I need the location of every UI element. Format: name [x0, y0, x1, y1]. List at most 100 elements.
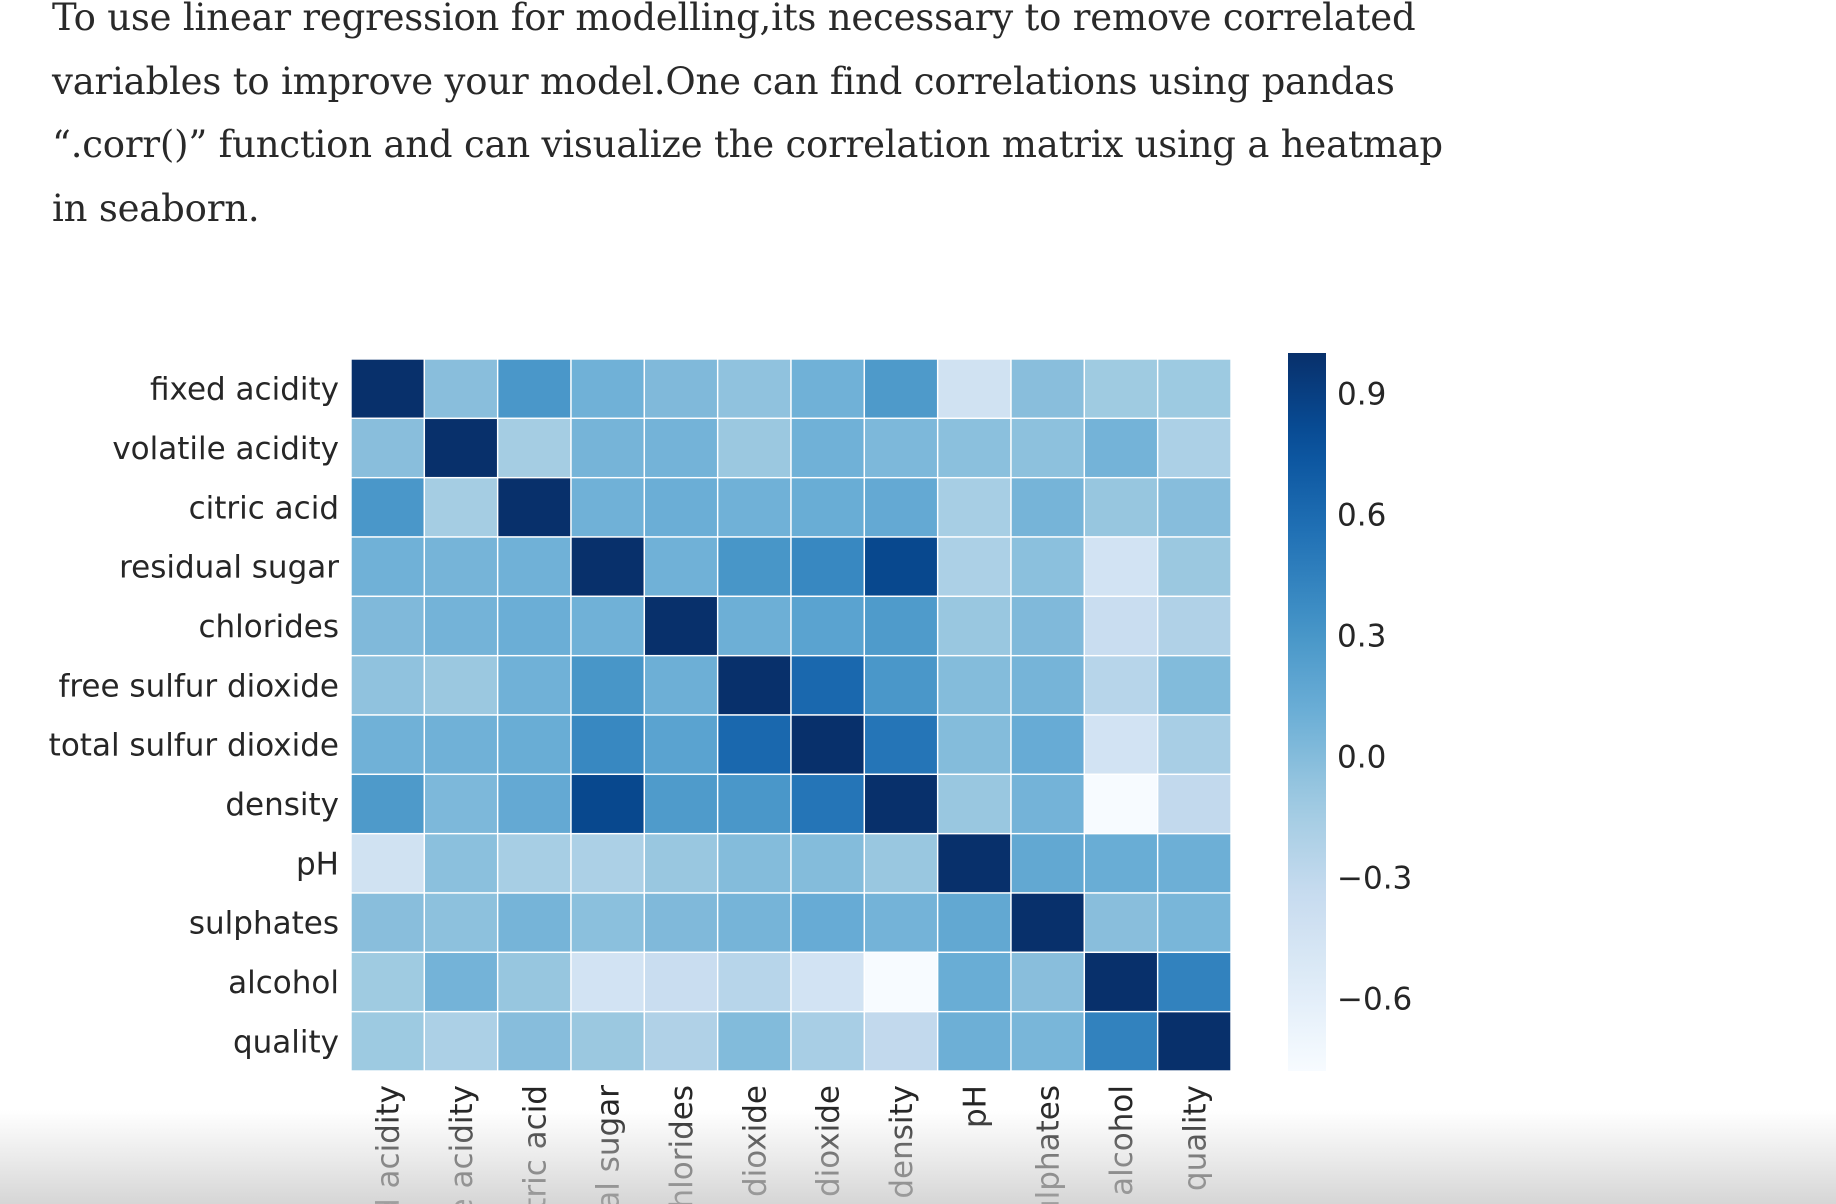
heatmap-cell — [1083, 358, 1159, 420]
heatmap-cell — [1083, 417, 1159, 479]
column-labels: ed acidity le acidity citric acid ual sugar… — [371, 1085, 1214, 1204]
heatmap-cell — [1156, 536, 1232, 598]
heatmap-cell — [1156, 417, 1232, 479]
heatmap-cell — [936, 714, 1012, 776]
column-label: alcohol — [1104, 1085, 1140, 1196]
heatmap-cell — [496, 951, 572, 1013]
heatmap-cell — [570, 892, 646, 954]
heatmap-cell — [496, 358, 572, 420]
heatmap-cell — [643, 476, 719, 538]
column-label: citric acid — [517, 1085, 553, 1204]
heatmap-cell — [350, 654, 426, 716]
column-label: density — [884, 1085, 920, 1199]
heatmap-cell — [1010, 654, 1086, 716]
heatmap-cell — [936, 773, 1012, 835]
heatmap-cell — [643, 951, 719, 1013]
heatmap-cell — [1010, 714, 1086, 776]
colorbar-tick-label: 0.6 — [1337, 497, 1386, 533]
heatmap-cell — [716, 892, 792, 954]
heatmap-cell — [350, 832, 426, 894]
heatmap-cell — [1156, 832, 1232, 894]
colorbar-tick-label: 0.0 — [1337, 739, 1386, 775]
heatmap-cell — [1083, 773, 1159, 835]
heatmap-cell — [1156, 892, 1232, 954]
heatmap-cell — [496, 417, 572, 479]
heatmap-cell — [863, 773, 939, 835]
colorbar-tick-label: 0.3 — [1337, 618, 1386, 654]
heatmap-cell — [1156, 714, 1232, 776]
heatmap-cell — [496, 773, 572, 835]
row-labels: fixed acidity volatile acidity citric acid… — [49, 372, 340, 1061]
heatmap-cell — [716, 714, 792, 776]
heatmap-cell — [790, 536, 866, 598]
heatmap-cell — [350, 417, 426, 479]
heatmap-cell — [496, 892, 572, 954]
colorbar — [1288, 353, 1326, 1071]
heatmap-cell — [643, 714, 719, 776]
heatmap-cell — [936, 476, 1012, 538]
heatmap-cell — [570, 951, 646, 1013]
heatmap-cell — [790, 417, 866, 479]
heatmap-cell — [643, 832, 719, 894]
heatmap-cell — [863, 892, 939, 954]
heatmap-cell — [423, 595, 499, 657]
row-label: chlorides — [198, 609, 339, 645]
heatmap-cell — [790, 832, 866, 894]
heatmap-cell — [936, 832, 1012, 894]
heatmap-cell — [496, 1010, 572, 1072]
heatmap-cell — [1156, 951, 1232, 1013]
heatmap-cell — [1083, 832, 1159, 894]
heatmap-cell — [496, 714, 572, 776]
heatmap-cell — [716, 476, 792, 538]
heatmap-cell — [863, 476, 939, 538]
heatmap-cell — [716, 832, 792, 894]
heatmap-cell — [1156, 595, 1232, 657]
heatmap-cell — [496, 476, 572, 538]
heatmap-cell — [643, 536, 719, 598]
heatmap-cell — [643, 417, 719, 479]
heatmap-cell — [936, 1010, 1012, 1072]
heatmap-cell — [936, 536, 1012, 598]
heatmap-cell — [716, 654, 792, 716]
row-label: free sulfur dioxide — [58, 668, 339, 704]
heatmap-cell — [790, 476, 866, 538]
heatmap-cell — [1083, 536, 1159, 598]
heatmap-cell — [863, 417, 939, 479]
column-label: ed acidity — [371, 1085, 407, 1204]
heatmap-cell — [1010, 892, 1086, 954]
heatmap-cell — [716, 417, 792, 479]
row-label: volatile acidity — [112, 431, 339, 467]
column-label: r dioxide — [811, 1085, 847, 1204]
heatmap-cell — [423, 714, 499, 776]
heatmap-cell — [350, 892, 426, 954]
heatmap-cell — [790, 892, 866, 954]
row-label: quality — [233, 1024, 339, 1060]
heatmap-cell — [790, 773, 866, 835]
article-paragraph: To use linear regression for modelling,i… — [52, 0, 1443, 230]
heatmap-cell — [643, 654, 719, 716]
heatmap-cell — [790, 714, 866, 776]
heatmap-cell — [496, 654, 572, 716]
heatmap-cell — [716, 951, 792, 1013]
heatmap-cell — [350, 595, 426, 657]
row-label: total sulfur dioxide — [49, 728, 339, 764]
column-label: ual sugar — [591, 1085, 627, 1204]
heatmap-cell — [423, 417, 499, 479]
heatmap-cell — [1010, 476, 1086, 538]
heatmap-cell — [1156, 358, 1232, 420]
heatmap-cell — [643, 358, 719, 420]
heatmap-cell — [570, 832, 646, 894]
colorbar-ticks: 0.9 0.6 0.3 0.0 −0.3 −0.6 — [1337, 376, 1412, 1017]
heatmap-cell — [423, 773, 499, 835]
column-label: pH — [957, 1085, 993, 1128]
heatmap-cell — [350, 476, 426, 538]
heatmap-cell — [936, 595, 1012, 657]
heatmap-cell — [1010, 595, 1086, 657]
heatmap-cell — [863, 358, 939, 420]
colorbar-tick-label: 0.9 — [1337, 376, 1386, 412]
heatmap-cell — [716, 536, 792, 598]
column-label: chlorides — [664, 1085, 700, 1204]
heatmap-cell — [936, 892, 1012, 954]
heatmap-cell — [423, 476, 499, 538]
